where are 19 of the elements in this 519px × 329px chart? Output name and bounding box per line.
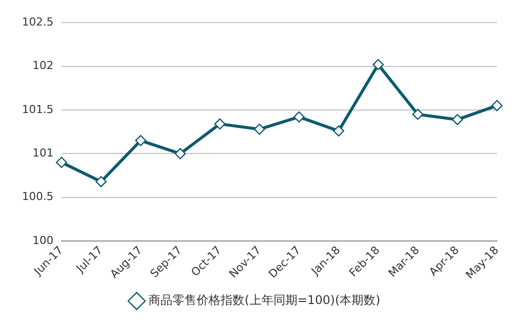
y-tick-label: 101	[32, 146, 54, 160]
point	[372, 58, 384, 70]
point	[95, 176, 107, 188]
point	[56, 156, 68, 168]
point	[214, 118, 226, 130]
point	[333, 125, 344, 137]
point	[293, 111, 305, 123]
y-tick-label: 100	[32, 234, 54, 247]
point	[174, 148, 186, 160]
y-tick-label: 101.5	[22, 102, 54, 116]
y-tick-label: 100.5	[22, 190, 54, 204]
point	[491, 100, 503, 112]
point	[412, 108, 424, 120]
y-tick-label: 102	[32, 59, 54, 72]
point	[254, 124, 266, 135]
legend-label: 商品零售价格指数(上年同期=100)(本期数)	[148, 293, 380, 308]
point	[452, 114, 464, 126]
y-tick-label: 102.5	[22, 15, 54, 28]
point	[135, 134, 146, 146]
